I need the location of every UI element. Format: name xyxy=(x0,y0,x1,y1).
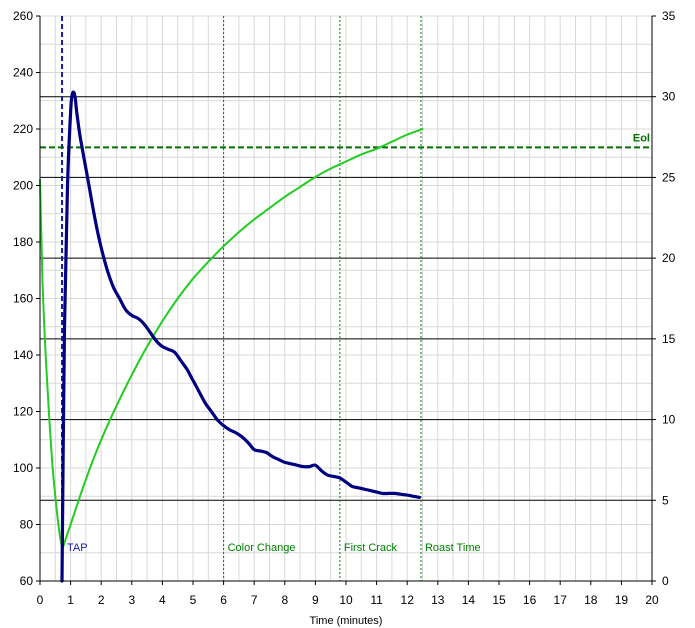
x-tick-label: 9 xyxy=(312,593,319,607)
x-tick-label: 6 xyxy=(220,593,227,607)
y-left-tick-label: 240 xyxy=(13,66,33,80)
y-right-tick-label: 20 xyxy=(662,251,676,265)
y-left-tick-label: 100 xyxy=(13,461,33,475)
y-left-tick-label: 60 xyxy=(20,574,34,588)
x-tick-label: 7 xyxy=(251,593,258,607)
y-right-tick-label: 35 xyxy=(662,9,676,23)
x-tick-label: 11 xyxy=(370,593,383,607)
x-tick-label: 16 xyxy=(523,593,537,607)
y-left-tick-label: 160 xyxy=(13,292,33,306)
y-right-tick-label: 15 xyxy=(662,332,676,346)
event-lines xyxy=(40,16,652,581)
x-tick-label: 14 xyxy=(462,593,476,607)
event-label: Color Change xyxy=(228,542,296,554)
x-tick-label: 8 xyxy=(281,593,288,607)
x-tick-label: 4 xyxy=(159,593,166,607)
x-tick-label: 18 xyxy=(584,593,598,607)
axes xyxy=(36,15,656,585)
x-tick-label: 0 xyxy=(37,593,44,607)
y-right-tick-label: 0 xyxy=(662,574,669,588)
horizontal-lines xyxy=(40,96,652,501)
x-tick-label: 1 xyxy=(67,593,74,607)
event-labels: TAP Color Change First Crack Roast Time Eol xyxy=(67,132,650,554)
y-left-tick-label: 80 xyxy=(20,518,34,532)
series-lines xyxy=(39,90,424,583)
event-label: First Crack xyxy=(344,542,398,554)
x-tick-label: 13 xyxy=(431,593,445,607)
y-right-tick-label: 10 xyxy=(662,413,676,427)
y-left-tick-label: 180 xyxy=(13,235,33,249)
x-tick-label: 5 xyxy=(190,593,197,607)
threshold-label: Eol xyxy=(633,132,650,144)
x-tick-label: 3 xyxy=(128,593,135,607)
x-tick-label: 12 xyxy=(401,593,415,607)
series-line-navy xyxy=(60,90,421,583)
y-left-tick-label: 140 xyxy=(13,348,33,362)
grid xyxy=(39,15,653,582)
y-right-tick-label: 30 xyxy=(662,90,676,104)
y-left-tick-label: 260 xyxy=(13,9,33,23)
x-tick-label: 10 xyxy=(339,593,353,607)
y-left-tick-label: 120 xyxy=(13,405,33,419)
x-tick-label: 19 xyxy=(615,593,629,607)
x-tick-label: 20 xyxy=(645,593,659,607)
x-tick-label: 17 xyxy=(554,593,568,607)
y-left-tick-label: 200 xyxy=(13,179,33,193)
x-tick-label: 2 xyxy=(98,593,105,607)
y-right-tick-label: 25 xyxy=(662,170,676,184)
y-right-tick-label: 5 xyxy=(662,493,669,507)
event-label: Roast Time xyxy=(425,542,481,554)
event-label: TAP xyxy=(67,542,88,554)
tick-labels: 0 1 2 3 4 5 6 7 8 9 10 11 12 13 14 15 16 17 18 19 2060801001… xyxy=(13,9,676,607)
series-line-green xyxy=(39,128,424,549)
y-left-tick-label: 220 xyxy=(13,122,33,136)
x-axis-label: Time (minutes) xyxy=(310,615,383,627)
x-tick-label: 15 xyxy=(492,593,506,607)
